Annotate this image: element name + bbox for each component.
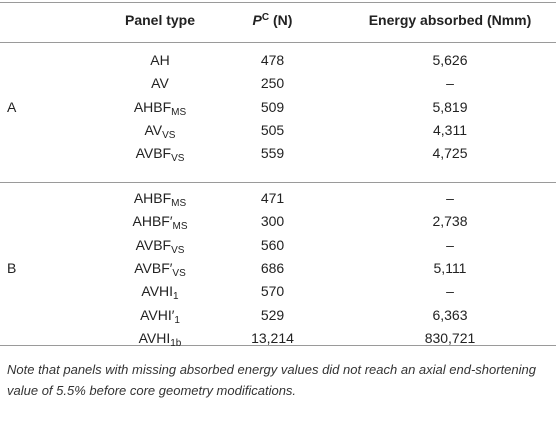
panel-type-cell: AVBF′VS <box>95 259 225 279</box>
table-top-rule <box>0 2 556 3</box>
energy-absorbed-cell: 5,819 <box>432 98 468 115</box>
peak-load-cell: 509 <box>260 98 285 115</box>
energy-absorbed-cell: – <box>446 75 454 92</box>
panel-type-subscript: MS <box>171 106 187 118</box>
energy-absorbed-cell: 2,738 <box>432 213 468 230</box>
panel-type-subscript: MS <box>172 221 188 233</box>
peak-load-cell: 560 <box>260 236 285 253</box>
panel-type-name: AVBF <box>135 145 172 162</box>
peak-load-cell: 250 <box>260 75 285 92</box>
panel-type-cell: AHBF′MS <box>95 213 225 233</box>
prime-mark: ′ <box>171 306 175 323</box>
panel-type-name: AVHI <box>138 329 171 346</box>
table-bottom-rule <box>0 345 556 346</box>
energy-absorbed-cell: 6,363 <box>432 306 468 323</box>
panel-type-cell: AHBFMS <box>95 190 225 209</box>
panel-type-name: AVBF <box>134 259 170 276</box>
panel-type-cell: AVHI1 <box>95 283 225 303</box>
panel-type-subscript: 1 <box>173 291 179 303</box>
panel-type-cell: AVBFVS <box>95 236 225 256</box>
p-symbol: P <box>252 12 262 28</box>
panel-type-subscript: VS <box>162 129 176 141</box>
peak-load-cell: 529 <box>260 306 285 323</box>
panel-type-subscript: 1 <box>174 314 180 326</box>
energy-absorbed-cell: 830,721 <box>424 329 476 346</box>
panel-type-cell: AH <box>95 52 225 68</box>
header-peak-load: PC (N) <box>230 12 315 28</box>
panel-type-cell: AVHI1b <box>95 329 225 349</box>
panel-type-cell: AVHI′1 <box>95 306 225 326</box>
peak-load-cell: 478 <box>260 52 285 68</box>
panel-type-name: AVBF <box>135 236 172 253</box>
panel-type-subscript: VS <box>171 244 185 256</box>
peak-load-cell: 300 <box>260 213 285 230</box>
peak-load-cell: 13,214 <box>251 329 294 346</box>
p-unit: (N) <box>269 12 293 28</box>
panel-type-name: AH <box>150 52 170 68</box>
panel-type-name: AHBF <box>132 213 170 230</box>
energy-absorbed-cell: – <box>446 236 454 253</box>
group-label: A <box>7 98 17 115</box>
group-divider <box>0 182 556 183</box>
peak-load-cell: 686 <box>260 259 285 276</box>
panel-type-cell: AVBFVS <box>95 145 225 165</box>
peak-load-cell: 471 <box>260 190 285 206</box>
panel-type-name: AHBF <box>133 190 172 206</box>
header-rule <box>0 42 556 43</box>
panel-type-cell: AVVS <box>95 121 225 141</box>
table-footnote: Note that panels with missing absorbed e… <box>7 362 536 398</box>
panel-type-name: AV <box>144 121 163 138</box>
prime-mark: ′ <box>169 259 173 276</box>
panel-type-name: AVHI <box>141 283 174 300</box>
panel-type-subscript: 1b <box>170 337 182 349</box>
energy-absorbed-cell: 5,626 <box>432 52 468 68</box>
group-label: B <box>7 259 17 276</box>
panel-type-name: AV <box>151 75 169 92</box>
energy-absorbed-cell: 4,311 <box>433 121 467 138</box>
header-panel-type: Panel type <box>124 12 196 28</box>
prime-mark: ′ <box>169 213 173 230</box>
panel-type-subscript: VS <box>171 153 185 165</box>
panel-type-name: AVHI <box>140 306 172 323</box>
panel-type-cell: AV <box>95 75 225 91</box>
energy-absorbed-cell: – <box>446 190 454 206</box>
peak-load-cell: 570 <box>260 283 285 300</box>
panel-type-subscript: VS <box>172 267 186 279</box>
panel-type-subscript: MS <box>171 198 187 209</box>
panel-type-cell: AHBFMS <box>95 98 225 118</box>
p-superscript: C <box>261 12 270 23</box>
peak-load-cell: 559 <box>260 145 285 162</box>
energy-absorbed-cell: – <box>446 283 454 300</box>
energy-absorbed-cell: 5,111 <box>433 259 467 276</box>
header-energy-absorbed: Energy absorbed (Nmm) <box>368 12 532 28</box>
panel-type-name: AHBF <box>133 98 172 115</box>
peak-load-cell: 505 <box>260 121 285 138</box>
energy-absorbed-cell: 4,725 <box>432 145 468 162</box>
